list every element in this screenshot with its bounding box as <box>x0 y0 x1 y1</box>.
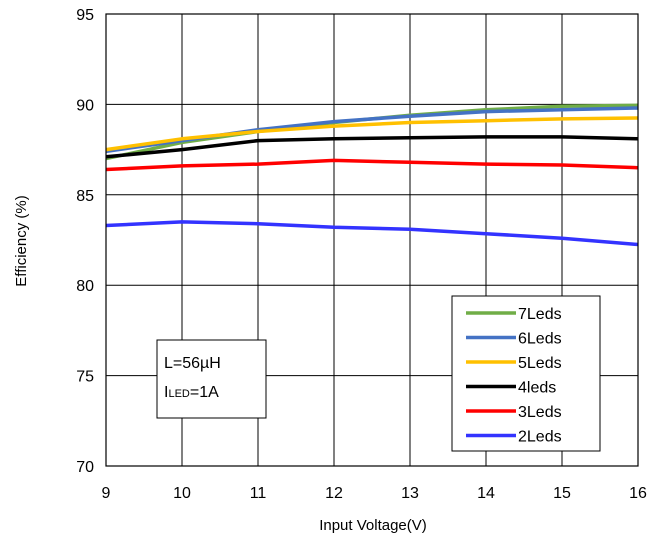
series-line-2leds <box>105 220 639 247</box>
series-lines <box>105 103 639 247</box>
legend-box <box>451 295 601 452</box>
series-line-3leds <box>105 158 639 172</box>
legend-label-3leds: 3Leds <box>518 404 562 421</box>
x-tick-label: 15 <box>553 485 571 502</box>
y-tick-label: 80 <box>76 278 94 295</box>
legend: 7Leds 6Leds 5Leds 4leds 3Leds 2Leds <box>451 295 601 452</box>
annotation-current: ILED=1A <box>164 384 219 401</box>
legend-label-5leds: 5Leds <box>518 355 562 372</box>
y-tick-label: 90 <box>76 97 94 114</box>
annotation-current-main: I <box>164 384 168 401</box>
series-line-5leds <box>105 116 639 152</box>
legend-label-4leds: 4leds <box>518 380 556 397</box>
tick-labels: 9 10 11 12 13 14 15 16 70 75 80 85 90 95 <box>76 7 647 502</box>
x-tick-label: 10 <box>173 485 191 502</box>
x-tick-label: 12 <box>325 485 343 502</box>
x-tick-label: 14 <box>477 485 495 502</box>
legend-label-6leds: 6Leds <box>518 331 562 348</box>
legend-label-7leds: 7Leds <box>518 306 562 323</box>
x-tick-label: 13 <box>401 485 419 502</box>
y-tick-label: 70 <box>76 459 94 476</box>
y-tick-label: 85 <box>76 188 94 205</box>
y-tick-label: 95 <box>76 7 94 24</box>
series-line-4leds <box>105 135 639 159</box>
annotation-current-sub: LED <box>168 388 189 400</box>
x-tick-label: 16 <box>629 485 647 502</box>
legend-label-2leds: 2Leds <box>518 429 562 446</box>
x-tick-label: 11 <box>250 485 267 502</box>
y-axis-label: Efficiency (%) <box>13 195 30 286</box>
x-axis-label: Input Voltage(V) <box>319 517 427 534</box>
series-line-6leds <box>105 106 639 154</box>
y-tick-label: 75 <box>76 369 94 386</box>
annotation-current-rest: =1A <box>190 384 219 401</box>
plot-area-border <box>105 13 639 467</box>
annotation-inductance: L=56µH <box>164 355 221 372</box>
annotation-box: L=56µH ILED=1A <box>156 339 267 419</box>
x-tick-label: 9 <box>102 485 111 502</box>
